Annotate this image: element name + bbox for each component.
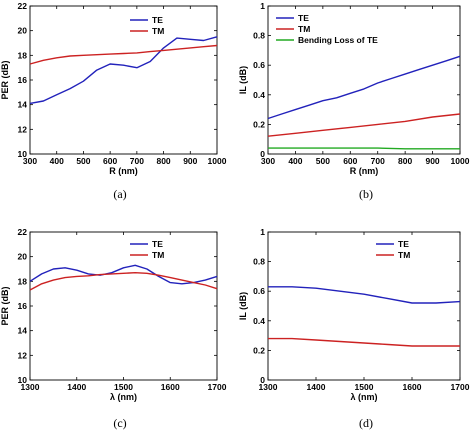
- x-tick-label: 600: [103, 156, 117, 166]
- legend-label-te: TE: [152, 239, 163, 249]
- y-tick-label: 18: [18, 276, 28, 286]
- series-line-tm: [267, 113, 461, 137]
- x-axis-label: λ (nm): [110, 392, 137, 402]
- x-tick-label: 900: [183, 156, 197, 166]
- x-tick-label: 500: [316, 156, 330, 166]
- x-tick-label: 600: [343, 156, 357, 166]
- y-tick-label: 1: [260, 1, 265, 11]
- x-tick-label: 900: [425, 156, 439, 166]
- series-line-tm: [29, 44, 218, 65]
- y-tick-label: 12: [18, 350, 28, 360]
- y-tick-label: 0.2: [253, 119, 265, 129]
- x-tick-label: 400: [288, 156, 302, 166]
- x-tick-label: 700: [130, 156, 144, 166]
- y-axis-label: PER (dB): [0, 287, 10, 326]
- panel-caption: (c): [113, 416, 126, 430]
- y-tick-label: 0.8: [253, 257, 265, 267]
- y-tick-label: 0.4: [253, 90, 265, 100]
- panel-caption: (d): [359, 416, 373, 430]
- y-tick-label: 0.8: [253, 31, 265, 41]
- x-tick-label: 300: [23, 156, 37, 166]
- panel-caption: (a): [113, 187, 126, 201]
- legend-label-tm: TM: [298, 24, 310, 34]
- x-tick-label: 500: [76, 156, 90, 166]
- x-tick-label: 400: [50, 156, 64, 166]
- y-tick-label: 0.4: [253, 316, 265, 326]
- plot-frame: [29, 5, 218, 155]
- x-tick-label: 1700: [208, 382, 227, 392]
- y-tick-label: 20: [18, 252, 28, 262]
- y-tick-label: 0.2: [253, 345, 265, 355]
- x-axis-label: R (nm): [109, 166, 138, 176]
- y-tick-label: 16: [18, 75, 28, 85]
- x-tick-label: 1400: [307, 382, 326, 392]
- x-tick-label: 1000: [208, 156, 227, 166]
- y-tick-label: 22: [18, 227, 28, 237]
- y-tick-label: 10: [18, 149, 28, 159]
- y-tick-label: 16: [18, 301, 28, 311]
- y-tick-label: 0: [260, 375, 265, 385]
- y-tick-label: 20: [18, 26, 28, 36]
- x-tick-label: 1600: [403, 382, 422, 392]
- plot-frame: [29, 231, 218, 381]
- plot-frame: [267, 5, 461, 155]
- legend-label-te: TE: [398, 239, 409, 249]
- series-line-bending-loss-of-te: [268, 147, 460, 150]
- legend-label-tm: TM: [398, 250, 410, 260]
- y-tick-label: 14: [18, 100, 28, 110]
- legend-label-tm: TM: [152, 26, 164, 36]
- x-tick-label: 700: [371, 156, 385, 166]
- legend-label-bending-loss-of-te: Bending Loss of TE: [298, 35, 378, 45]
- series-line-te: [268, 286, 461, 304]
- x-tick-label: 1400: [67, 382, 86, 392]
- x-tick-label: 1300: [259, 382, 278, 392]
- series-line-te: [29, 264, 218, 285]
- y-tick-label: 10: [18, 375, 28, 385]
- series-line-tm: [268, 337, 460, 347]
- x-tick-label: 1300: [21, 382, 40, 392]
- x-axis-label: R (nm): [350, 166, 379, 176]
- plot-frame: [267, 231, 461, 381]
- x-tick-label: 1000: [451, 156, 470, 166]
- chart-panel-d: 1300 1400 1500 1600 1700 0 0.2 0.4 0.6 0.8 1 λ (nm)…: [238, 227, 470, 430]
- y-tick-label: 18: [18, 50, 28, 60]
- chart-panel-a: 300 400 500 600 700 800 900 1000 10 12 14 16 18 20 22 R…: [0, 1, 227, 201]
- y-axis-label: IL (dB): [238, 66, 248, 94]
- legend-label-tm: TM: [152, 250, 164, 260]
- x-axis-label: λ (nm): [351, 392, 378, 402]
- legend-label-te: TE: [152, 15, 163, 25]
- x-tick-label: 300: [261, 156, 275, 166]
- x-tick-label: 1600: [161, 382, 180, 392]
- chart-panel-b: 300 400 500 600 700 800 900 1000 0 0.2 0.4 0.6 0.8 1 R…: [238, 1, 470, 201]
- y-axis-label: PER (dB): [0, 61, 10, 100]
- panel-caption: (b): [359, 187, 373, 201]
- y-tick-label: 14: [18, 326, 28, 336]
- series-line-te: [267, 55, 461, 120]
- y-tick-label: 0: [260, 149, 265, 159]
- y-tick-label: 0.6: [253, 60, 265, 70]
- y-tick-label: 1: [260, 227, 265, 237]
- chart-panel-c: 1300 1400 1500 1600 1700 10 12 14 16 18 20 22 λ (nm)…: [0, 227, 227, 430]
- y-axis-label: IL (dB): [238, 292, 248, 320]
- x-tick-label: 1500: [114, 382, 133, 392]
- x-tick-label: 800: [398, 156, 412, 166]
- series-line-te: [29, 36, 218, 105]
- x-tick-label: 1700: [451, 382, 470, 392]
- y-tick-label: 0.6: [253, 286, 265, 296]
- x-tick-label: 1500: [355, 382, 374, 392]
- y-tick-label: 12: [18, 124, 28, 134]
- y-tick-label: 22: [18, 1, 28, 11]
- legend-label-te: TE: [298, 13, 309, 23]
- x-tick-label: 800: [156, 156, 170, 166]
- series-line-tm: [29, 272, 218, 291]
